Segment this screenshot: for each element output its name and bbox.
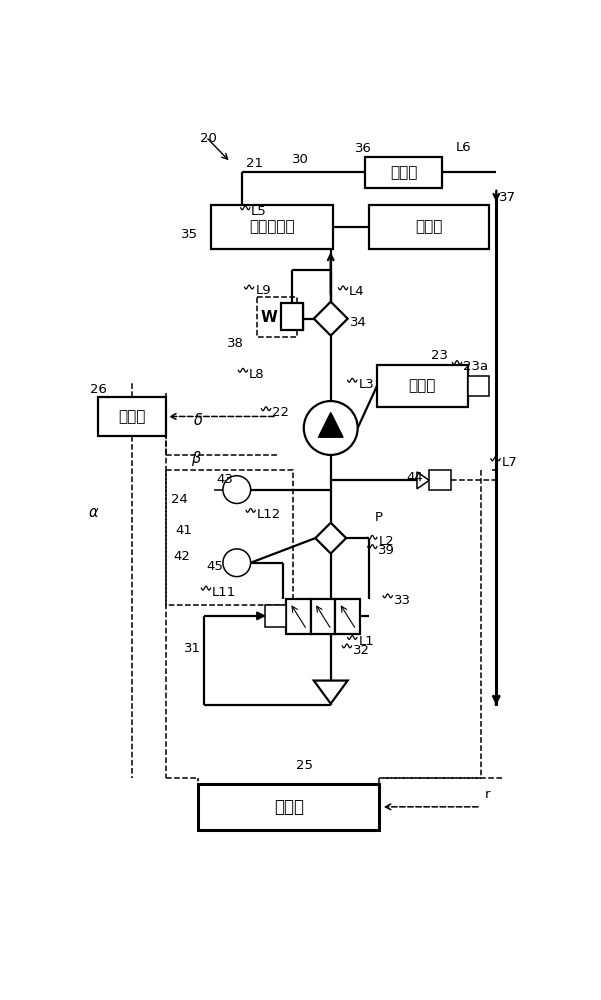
Polygon shape	[257, 612, 264, 620]
Polygon shape	[314, 302, 347, 336]
Text: 发送部: 发送部	[118, 409, 146, 424]
Text: 液力变矩器: 液力变矩器	[249, 220, 295, 235]
Bar	[377, 365, 468, 407]
Bar	[335, 599, 360, 634]
Bar	[264, 605, 286, 627]
Text: L9: L9	[255, 284, 271, 297]
Text: 35: 35	[182, 228, 198, 241]
Text: 33: 33	[394, 594, 411, 607]
Text: 24: 24	[171, 493, 188, 506]
Bar	[311, 599, 335, 634]
Text: 22: 22	[272, 406, 289, 419]
Polygon shape	[314, 681, 347, 704]
Circle shape	[304, 401, 358, 455]
Bar	[369, 205, 489, 249]
Text: r: r	[485, 788, 490, 801]
Text: β: β	[191, 451, 200, 466]
Text: 21: 21	[246, 157, 263, 170]
Text: 34: 34	[350, 316, 367, 329]
Text: L1: L1	[358, 635, 374, 648]
Text: 32: 32	[353, 644, 370, 657]
Text: 控制部: 控制部	[274, 798, 304, 816]
Text: 43: 43	[217, 473, 234, 486]
Bar	[365, 157, 442, 188]
Text: L12: L12	[257, 508, 281, 521]
Text: 发动机: 发动机	[409, 379, 436, 394]
Text: 39: 39	[379, 544, 395, 557]
Text: L6: L6	[456, 141, 471, 154]
Bar	[468, 376, 489, 396]
Polygon shape	[417, 472, 429, 489]
Text: 44: 44	[406, 471, 423, 484]
Polygon shape	[319, 413, 343, 437]
Bar	[166, 470, 293, 605]
Text: L5: L5	[251, 205, 266, 218]
Text: 冷却器: 冷却器	[390, 165, 418, 180]
Text: α: α	[88, 505, 98, 520]
Text: 42: 42	[174, 550, 191, 563]
Text: 31: 31	[185, 642, 201, 655]
Text: 20: 20	[200, 132, 217, 145]
Bar	[198, 784, 379, 830]
Bar	[429, 470, 451, 490]
Bar	[286, 599, 311, 634]
Text: 23: 23	[431, 349, 448, 362]
Text: 45: 45	[206, 560, 223, 573]
Circle shape	[223, 476, 251, 503]
Bar	[281, 303, 303, 330]
Text: L3: L3	[358, 378, 374, 391]
Polygon shape	[316, 523, 346, 554]
Text: L8: L8	[249, 368, 264, 381]
Text: 41: 41	[175, 524, 192, 537]
Bar	[212, 205, 333, 249]
Text: δ: δ	[194, 413, 203, 428]
Text: 30: 30	[292, 153, 309, 166]
Text: 26: 26	[91, 383, 108, 396]
Text: 38: 38	[227, 337, 243, 350]
Text: L2: L2	[379, 535, 394, 548]
Text: 25: 25	[296, 759, 313, 772]
Text: 37: 37	[499, 191, 516, 204]
Text: 36: 36	[355, 142, 372, 155]
Text: L7: L7	[502, 456, 517, 469]
Text: W: W	[261, 310, 278, 325]
Bar	[98, 397, 166, 436]
Text: 变速器: 变速器	[415, 220, 442, 235]
Circle shape	[223, 549, 251, 577]
Text: P: P	[374, 511, 383, 524]
Text: L11: L11	[212, 586, 236, 599]
Text: L4: L4	[349, 285, 365, 298]
Text: 23a: 23a	[463, 360, 488, 373]
Bar	[257, 297, 297, 337]
